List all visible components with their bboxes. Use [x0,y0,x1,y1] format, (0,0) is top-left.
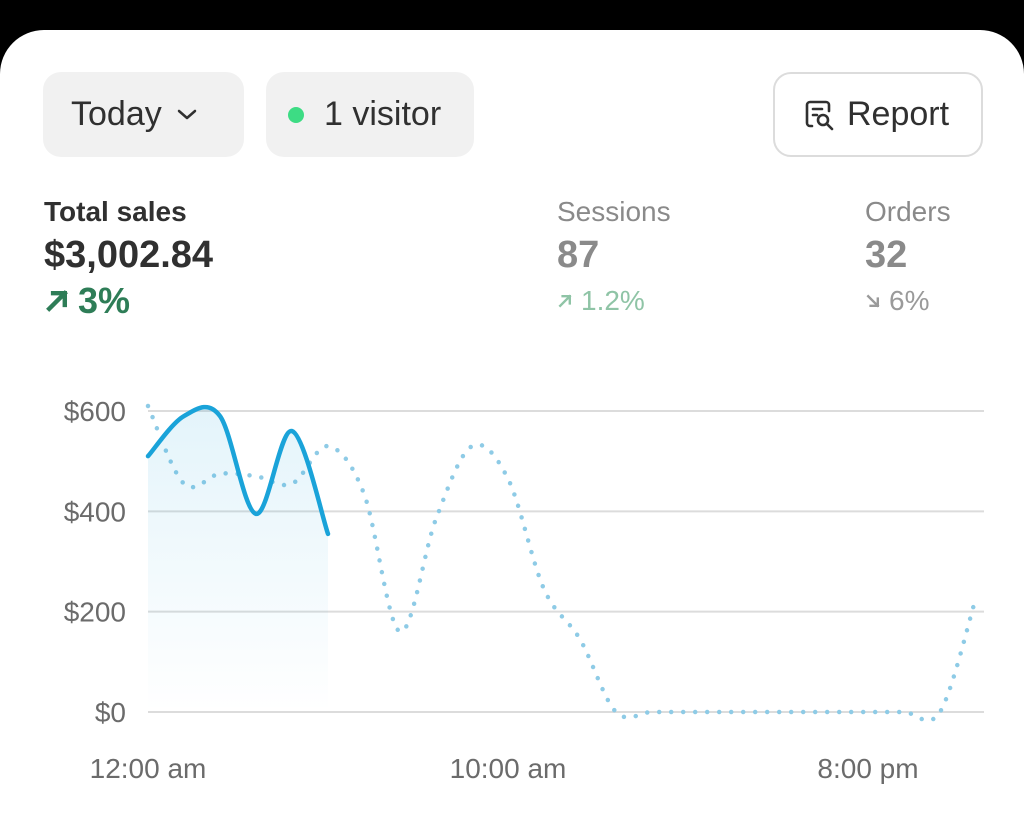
series-line [145,404,331,537]
trend-arrow [866,294,880,308]
period-button[interactable]: Today [43,72,244,157]
metric: Orders 32 6% [865,195,951,321]
metric: Sessions 87 1.2% [557,195,671,321]
period-label: Today [71,95,162,133]
y-tick-label: $200 [64,597,126,628]
metric-change-value: 1.2% [581,285,645,316]
report-icon [805,100,834,130]
metric-value: $3,002.84 [44,234,214,276]
trend-arrow [46,290,68,312]
x-tick-label: 10:00 am [450,753,567,784]
trend-icon [558,294,572,308]
metric-change: 3% [44,281,213,321]
metric-label: Orders [865,196,951,227]
chevron-icon [177,109,196,119]
metric-value: 87 [557,234,600,276]
trend-arrow [558,294,572,308]
x-tick-label: 12:00 am [90,753,207,784]
x-tick-label: 8:00 pm [817,753,918,784]
area [148,407,328,712]
metric-value: 32 [865,234,908,276]
report-button[interactable]: Report [773,72,983,157]
metric-change: 6% [865,281,951,321]
metric-label: Sessions [557,196,671,227]
trend-icon [46,290,68,312]
y-tick-label: $0 [95,697,126,728]
trend-icon [866,294,880,308]
chart: $0 $200 $400 $600 12:00 am 10:00 am 8:00 pm [64,396,984,784]
visitors-button[interactable]: 1 visitor [266,72,474,157]
metric-label: Total sales [44,196,187,227]
metric: Total sales $3,002.84 3% [44,195,213,321]
report-label: Report [847,95,950,133]
metric-change-value: 3% [78,280,131,321]
metric-change: 1.2% [557,281,671,321]
y-tick-label: $400 [64,496,126,527]
visitors-label: 1 visitor [324,95,442,133]
live-dot [288,106,304,123]
y-tick-label: $600 [64,396,126,427]
metric-change-value: 6% [889,285,930,316]
